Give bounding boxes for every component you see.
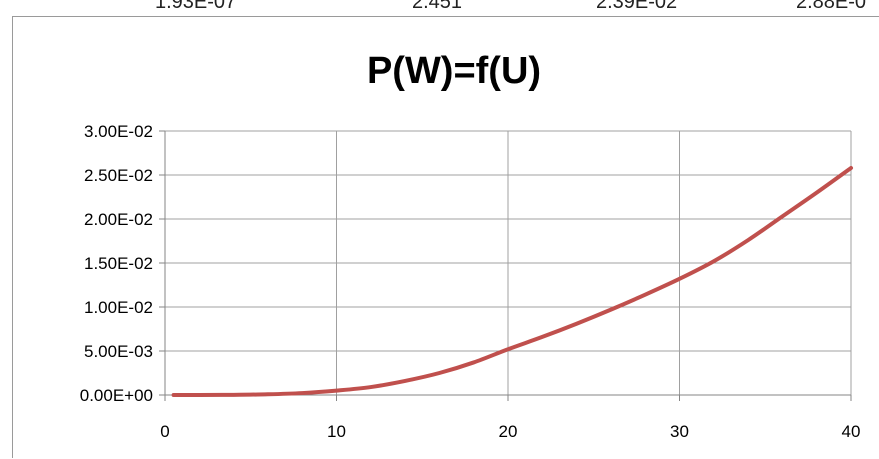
y-tick-label: 2.00E-02 xyxy=(84,210,153,229)
y-tick-label: 5.00E-03 xyxy=(84,342,153,361)
x-tick-label: 30 xyxy=(670,422,689,441)
gridlines xyxy=(165,130,852,395)
top-cell-value: 1.93E-07 xyxy=(155,0,237,13)
y-tick-label: 3.00E-02 xyxy=(84,122,153,141)
top-cell-value: 2.88E-0 xyxy=(796,0,867,13)
x-tick-label: 40 xyxy=(842,422,861,441)
y-tick-label: 2.50E-02 xyxy=(84,166,153,185)
x-tick-label: 10 xyxy=(327,422,346,441)
x-tick-label: 20 xyxy=(499,422,518,441)
top-cell-value: 2.451 xyxy=(412,0,463,13)
series-line xyxy=(171,165,853,398)
top-cell-strip: 1.93E-07 2.451 2.39E-02 2.88E-0 xyxy=(0,0,879,16)
series-layer xyxy=(171,165,853,398)
tick-labels: 0 10 20 30 40 0.00E+00 5.00E-03 1.00E-02 1.50E-0… xyxy=(80,122,861,441)
chart-svg: P(W)=f(U) 0 10 20 30 40 0.00E+00 5.00E-03 1.00E… xyxy=(80,50,861,441)
chart-area[interactable]: P(W)=f(U) 0 10 20 30 40 0.00E+00 5.00E-03 1.00E… xyxy=(12,16,879,458)
chart-title: P(W)=f(U) xyxy=(367,50,541,92)
y-tick-label: 1.00E-02 xyxy=(84,298,153,317)
top-cell-value: 2.39E-02 xyxy=(596,0,678,13)
x-tick-label: 0 xyxy=(160,422,169,441)
y-tick-label: 1.50E-02 xyxy=(84,254,153,273)
y-tick-label: 0.00E+00 xyxy=(80,386,153,405)
axes xyxy=(159,130,852,401)
